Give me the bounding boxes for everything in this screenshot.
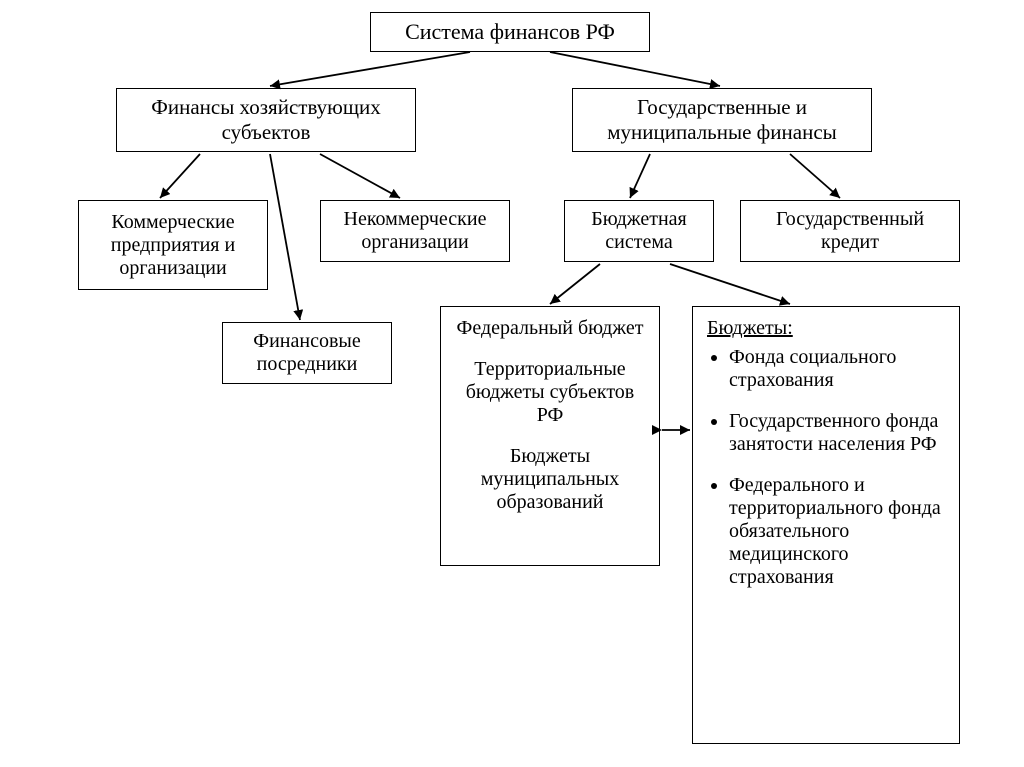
node-left1: Финансы хозяйствующих субъектов	[116, 88, 416, 152]
node-noncommercial-label: Некоммерческие организации	[331, 208, 499, 254]
node-root-label: Система финансов РФ	[405, 19, 615, 45]
node-intermediaries-label: Финансовые посредники	[233, 330, 381, 376]
node-left1-label: Финансы хозяйствующих субъектов	[127, 95, 405, 145]
node-budgets-funds: Бюджеты: Фонда социального страхования Г…	[692, 306, 960, 744]
fund-item-3: Федерального и территориального фонда об…	[729, 474, 945, 589]
budgets-funds-heading: Бюджеты:	[707, 317, 945, 340]
node-noncommercial: Некоммерческие организации	[320, 200, 510, 262]
budget-line-3: Бюджеты муниципальных образований	[455, 445, 645, 514]
node-right1-label: Государственные и муниципальные финансы	[583, 95, 861, 145]
node-budgets-types: Федеральный бюджет Территориальные бюдже…	[440, 306, 660, 566]
fund-item-2: Государственного фонда занятости населен…	[729, 410, 945, 456]
budgets-funds-list: Фонда социального страхования Государств…	[707, 346, 945, 589]
node-root: Система финансов РФ	[370, 12, 650, 52]
node-budget-system-label: Бюджетная система	[575, 208, 703, 254]
fund-item-1: Фонда социального страхования	[729, 346, 945, 392]
node-commercial: Коммерческие предприятия и организации	[78, 200, 268, 290]
node-right1: Государственные и муниципальные финансы	[572, 88, 872, 152]
node-intermediaries: Финансовые посредники	[222, 322, 392, 384]
node-state-credit: Государственный кредит	[740, 200, 960, 262]
node-state-credit-label: Государственный кредит	[751, 208, 949, 254]
node-commercial-label: Коммерческие предприятия и организации	[89, 211, 257, 280]
node-budget-system: Бюджетная система	[564, 200, 714, 262]
budget-line-1: Федеральный бюджет	[455, 317, 645, 340]
budget-line-2: Территориальные бюджеты субъектов РФ	[455, 358, 645, 427]
